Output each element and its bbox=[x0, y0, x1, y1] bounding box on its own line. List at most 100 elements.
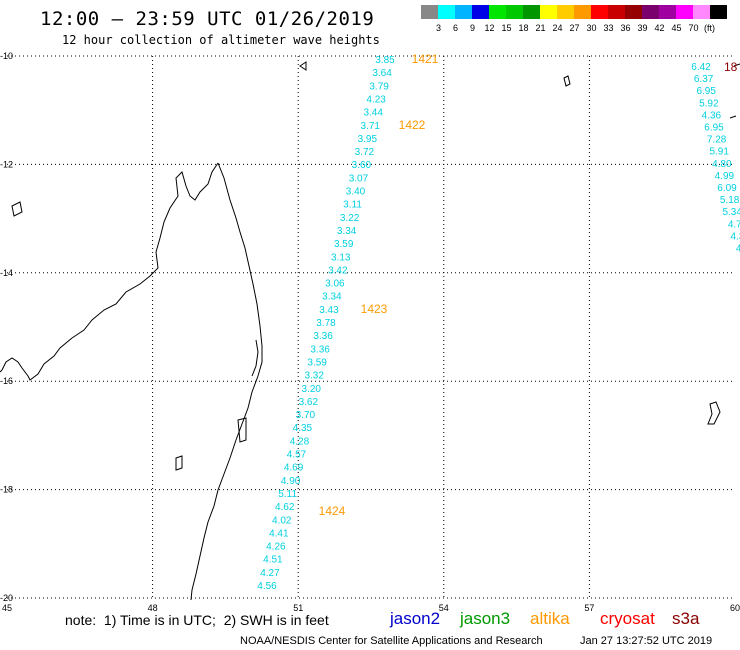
wave-height-value: 4.7 bbox=[728, 219, 740, 230]
wave-height-value: 4.28 bbox=[290, 436, 310, 447]
wave-height-value: 3.59 bbox=[334, 239, 354, 250]
wave-height-value: 3.43 bbox=[319, 305, 339, 316]
wave-height-value: 3.64 bbox=[372, 68, 392, 79]
wave-height-value: 3.78 bbox=[316, 318, 336, 329]
lat-tick-label: -12 bbox=[0, 159, 13, 169]
small-island-5 bbox=[563, 75, 571, 87]
legend-swatch bbox=[710, 5, 727, 19]
madagascar-coastline bbox=[1, 162, 263, 601]
lon-tick-label: 51 bbox=[293, 603, 303, 613]
small-island-2 bbox=[175, 455, 183, 471]
track-time-label: 18 bbox=[724, 60, 738, 74]
legend-label: 33 bbox=[603, 23, 614, 33]
lat-tick-label: -18 bbox=[0, 485, 13, 495]
wave-height-value: 3.11 bbox=[343, 200, 362, 211]
satellite-label-jason2: jason2 bbox=[390, 609, 441, 628]
lat-tick-label: -16 bbox=[0, 376, 13, 386]
legend-swatch bbox=[421, 5, 438, 19]
small-island-6 bbox=[707, 401, 721, 425]
legend-swatch bbox=[642, 5, 659, 19]
wave-height-value: 3.06 bbox=[325, 279, 345, 290]
legend-swatch bbox=[659, 5, 676, 19]
wave-height-value: 4.41 bbox=[269, 528, 289, 539]
lon-tick-label: 48 bbox=[148, 603, 158, 613]
wave-height-value: 3.72 bbox=[355, 147, 375, 158]
wave-height-value: 3.32 bbox=[304, 371, 324, 382]
legend-swatch bbox=[438, 5, 455, 19]
legend-label: 21 bbox=[535, 23, 546, 33]
wave-height-value: 3.71 bbox=[361, 121, 381, 132]
lat-tick-label: -20 bbox=[0, 593, 13, 603]
legend-unit: (ft) bbox=[704, 23, 715, 33]
legend-swatch bbox=[455, 5, 472, 19]
wave-height-value: 5.11 bbox=[278, 489, 297, 500]
legend-label: 3 bbox=[435, 23, 441, 33]
legend-swatch bbox=[574, 5, 591, 19]
legend-label: 39 bbox=[637, 23, 648, 33]
wave-height-value: 4.99 bbox=[715, 171, 735, 182]
madagascar-southwest-coast bbox=[251, 339, 259, 377]
legend-label: 15 bbox=[501, 23, 512, 33]
wave-height-value: 4.27 bbox=[260, 568, 280, 579]
lon-tick-label: 60 bbox=[730, 603, 740, 613]
wave-height-value: 4.62 bbox=[275, 502, 295, 513]
wave-height-value: 3.40 bbox=[346, 187, 366, 198]
track-time-label: 1421 bbox=[412, 52, 439, 66]
wave-height-value: 3.70 bbox=[296, 410, 316, 421]
satellite-label-s3a: s3a bbox=[672, 609, 700, 628]
coastline-segment-left-edge bbox=[0, 369, 3, 373]
wave-height-value: 5.91 bbox=[709, 147, 729, 158]
wave-height-value: 4.3 bbox=[730, 231, 740, 242]
wave-height-value: 6.37 bbox=[694, 74, 714, 85]
altimeter-tracks: 3.85 3.64 3.79 4.23 3.44 3.71 3.95 3.72 3.60 3.07… bbox=[257, 52, 740, 592]
wave-height-value: 6.42 bbox=[691, 62, 711, 73]
wave-height-value: 6.95 bbox=[696, 86, 716, 97]
legend-label: 6 bbox=[452, 23, 458, 33]
legend-label: 12 bbox=[484, 23, 495, 33]
legend-swatch bbox=[591, 5, 608, 19]
wave-height-value: 3.36 bbox=[310, 344, 330, 355]
legend-swatch bbox=[676, 5, 693, 19]
map-subtitle: 12 hour collection of altimeter wave hei… bbox=[62, 33, 380, 47]
small-island-1 bbox=[11, 201, 23, 217]
wave-height-value: 3.95 bbox=[358, 134, 378, 145]
wave-height-value: 5.18 bbox=[720, 195, 740, 206]
wave-height-value: 3.34 bbox=[322, 292, 342, 303]
wave-height-value: 4.23 bbox=[366, 94, 386, 105]
wave-height-value: 3.79 bbox=[369, 81, 389, 92]
legend-swatch bbox=[523, 5, 540, 19]
lon-tick-label: 57 bbox=[584, 603, 594, 613]
lon-tick-label: 54 bbox=[439, 603, 449, 613]
satellite-label-cryosat: cryosat bbox=[600, 609, 655, 628]
wave-height-value: 3.13 bbox=[331, 252, 351, 263]
wave-height-value: 6.09 bbox=[717, 183, 737, 194]
wave-height-value: 3.20 bbox=[302, 384, 322, 395]
track-time-label: 1422 bbox=[399, 118, 426, 132]
map-title: 12:00 – 23:59 UTC 01/26/2019 bbox=[40, 8, 375, 30]
wave-height-value: 4.02 bbox=[272, 515, 292, 526]
wave-height-value: 3.60 bbox=[352, 160, 372, 171]
legend-swatch bbox=[693, 5, 710, 19]
coastline-madagascar bbox=[0, 61, 740, 601]
legend-swatch bbox=[472, 5, 489, 19]
wave-height-value: 3.85 bbox=[375, 55, 395, 66]
legend-label: 30 bbox=[586, 23, 597, 33]
legend-label: 36 bbox=[620, 23, 631, 33]
wave-height-value: 5.92 bbox=[699, 98, 719, 109]
legend-label: 18 bbox=[518, 23, 529, 33]
wave-height-value: 4.57 bbox=[287, 450, 307, 461]
wave-height-value: 4.51 bbox=[263, 555, 283, 566]
track-time-label: 1423 bbox=[361, 302, 388, 316]
satellite-label-jason3: jason3 bbox=[460, 609, 511, 628]
wave-height-value: 4.36 bbox=[702, 110, 722, 121]
legend-swatch bbox=[506, 5, 523, 19]
wave-height-value: 7.28 bbox=[707, 135, 727, 146]
legend-label: 27 bbox=[569, 23, 580, 33]
legend-swatch bbox=[608, 5, 625, 19]
wave-height-value: 4. bbox=[736, 244, 740, 255]
wave-height-value: 4.80 bbox=[712, 159, 732, 170]
legend-label: 9 bbox=[469, 23, 475, 33]
wave-height-value: 5.34 bbox=[722, 207, 740, 218]
generation-timestamp: Jan 27 13:27:52 UTC 2019 bbox=[580, 635, 713, 647]
